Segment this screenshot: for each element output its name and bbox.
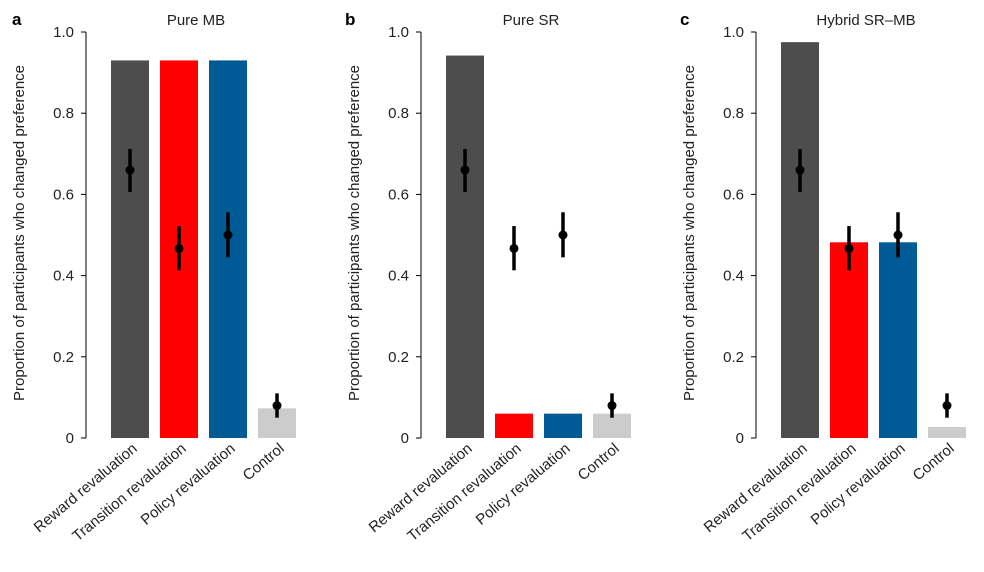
y-tick-label: 0.6 bbox=[388, 186, 409, 203]
y-axis-label: Proportion of participants who changed p… bbox=[11, 65, 28, 401]
data-point-1 bbox=[125, 165, 135, 175]
data-point-1 bbox=[795, 165, 805, 175]
y-tick-label: 0 bbox=[736, 430, 744, 447]
y-tick-label: 1.0 bbox=[53, 24, 74, 41]
data-point-3 bbox=[223, 230, 233, 240]
category-label: Control bbox=[575, 440, 623, 484]
bar-4 bbox=[928, 427, 966, 438]
y-tick-label: 0 bbox=[66, 430, 74, 447]
panel-letter: a bbox=[12, 10, 22, 29]
y-axis-label: Proportion of participants who changed p… bbox=[346, 65, 363, 401]
category-label: Control bbox=[910, 440, 958, 484]
y-tick-label: 0.2 bbox=[723, 349, 744, 366]
bar-3 bbox=[879, 242, 917, 438]
bar-3 bbox=[544, 413, 582, 438]
y-tick-label: 0 bbox=[401, 430, 409, 447]
y-tick-label: 0.8 bbox=[53, 105, 74, 122]
y-tick-label: 0.4 bbox=[388, 268, 409, 285]
y-tick-label: 1.0 bbox=[723, 24, 744, 41]
y-tick-label: 0.8 bbox=[723, 105, 744, 122]
bar-1 bbox=[781, 42, 819, 439]
panel-title: Pure MB bbox=[167, 12, 225, 29]
chart-panel-b: b Pure SR Proportion of participants who c… bbox=[345, 10, 631, 545]
y-tick-label: 0.6 bbox=[53, 186, 74, 203]
y-tick-label: 0.8 bbox=[388, 105, 409, 122]
bar-1 bbox=[111, 60, 149, 439]
chart-panel-a: a Pure MB Proportion of participants who c… bbox=[11, 10, 296, 545]
data-point-4 bbox=[607, 401, 617, 411]
data-point-4 bbox=[942, 401, 952, 411]
data-point-2 bbox=[844, 243, 854, 253]
chart-panel-c: c Hybrid SR–MB Proportion of participants … bbox=[680, 10, 966, 545]
y-tick-label: 0.2 bbox=[388, 349, 409, 366]
y-tick-label: 0.6 bbox=[723, 186, 744, 203]
data-point-1 bbox=[460, 165, 470, 175]
data-point-3 bbox=[558, 230, 568, 240]
panel-title: Hybrid SR–MB bbox=[816, 12, 915, 29]
panel-title: Pure SR bbox=[503, 12, 560, 29]
panel-letter: b bbox=[345, 10, 355, 29]
y-tick-label: 1.0 bbox=[388, 24, 409, 41]
data-point-2 bbox=[174, 243, 184, 253]
panel-letter: c bbox=[680, 10, 689, 29]
y-tick-label: 0.4 bbox=[53, 268, 74, 285]
bar-1 bbox=[446, 55, 484, 438]
data-point-2 bbox=[509, 243, 519, 253]
y-tick-label: 0.4 bbox=[723, 268, 744, 285]
data-point-3 bbox=[893, 230, 903, 240]
y-axis-label: Proportion of participants who changed p… bbox=[681, 65, 698, 401]
category-label: Control bbox=[240, 440, 288, 484]
y-tick-label: 0.2 bbox=[53, 349, 74, 366]
bar-2 bbox=[495, 413, 533, 438]
data-point-4 bbox=[272, 401, 282, 411]
bar-2 bbox=[830, 242, 868, 438]
